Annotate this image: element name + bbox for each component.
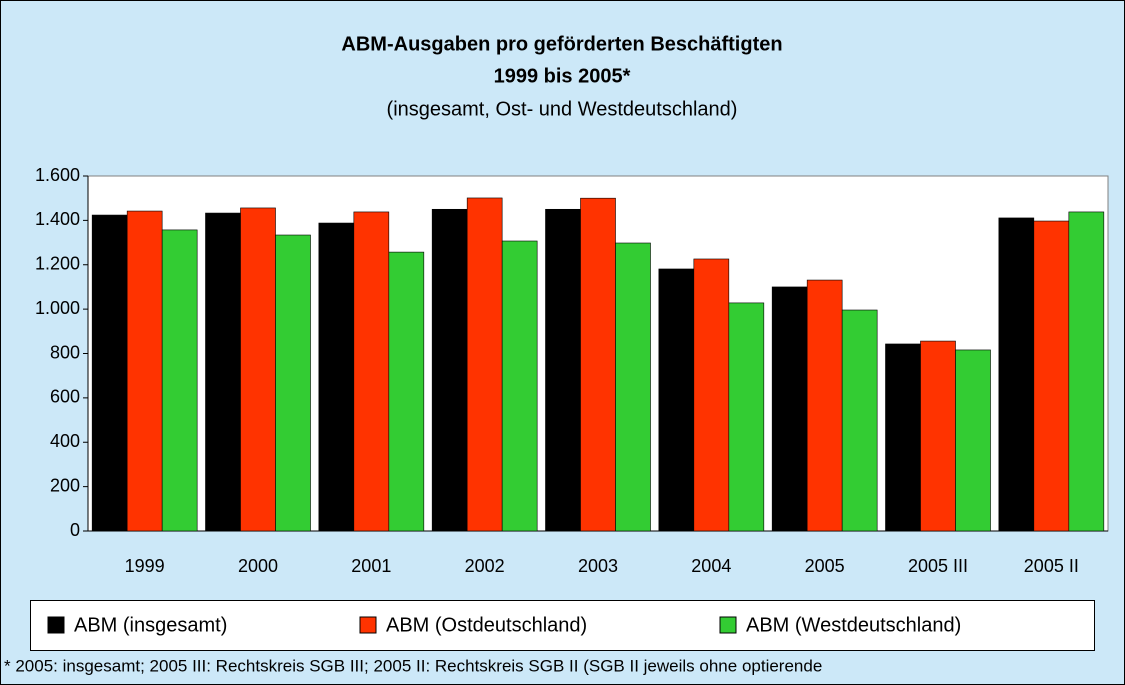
bar [841, 309, 878, 532]
legend-swatch [47, 616, 65, 634]
legend-label: ABM (Ostdeutschland) [386, 614, 587, 636]
x-tick-label: 2003 [578, 556, 618, 576]
bar [998, 217, 1035, 532]
bar [501, 240, 538, 532]
bar [353, 211, 390, 532]
bar [431, 208, 468, 532]
bar [658, 268, 695, 532]
bar [240, 207, 276, 532]
bar [806, 279, 843, 532]
y-tick-label: 1.600 [35, 165, 80, 185]
x-tick-label: 2002 [465, 556, 505, 576]
legend-label: ABM (Westdeutschland) [746, 614, 961, 636]
bar [1068, 211, 1105, 532]
y-tick-label: 1.000 [35, 298, 80, 318]
bar [275, 234, 311, 532]
bar [126, 210, 163, 532]
legend-swatch [719, 616, 737, 634]
y-tick-label: 200 [50, 475, 80, 495]
bar [920, 340, 956, 532]
y-tick-label: 0 [70, 520, 80, 540]
x-tick-label: 2001 [351, 556, 391, 576]
legend-label: ABM (insgesamt) [74, 614, 227, 636]
x-tick-label: 2005 [805, 556, 845, 576]
bar [728, 302, 765, 532]
x-tick-label: 1999 [125, 556, 165, 576]
x-tick-label: 2005 III [908, 556, 968, 576]
bar [466, 197, 503, 532]
bar [545, 208, 581, 532]
bar [205, 212, 241, 532]
footnote: * 2005: insgesamt; 2005 III: Rechtskreis… [4, 656, 822, 675]
y-tick-label: 1.400 [35, 209, 80, 229]
bar [771, 286, 808, 532]
chart-subtitle: (insgesamt, Ost- und Westdeutschland) [387, 98, 738, 120]
legend-box [30, 600, 1095, 651]
y-tick-label: 600 [50, 387, 80, 407]
bar [318, 222, 355, 532]
y-tick-label: 800 [50, 342, 80, 362]
y-tick-label: 400 [50, 431, 80, 451]
x-tick-label: 2000 [238, 556, 278, 576]
legend-swatch [359, 616, 377, 634]
bar [580, 197, 616, 532]
x-tick-label: 2005 II [1024, 556, 1079, 576]
bar [885, 343, 921, 532]
chart-title: ABM-Ausgaben pro geförderten Beschäftigt… [341, 33, 782, 55]
bar [1033, 220, 1070, 532]
x-tick-label: 2004 [691, 556, 731, 576]
chart-subtitle: 1999 bis 2005* [494, 65, 631, 87]
y-tick-label: 1.200 [35, 254, 80, 274]
bar [615, 242, 651, 532]
bar [955, 349, 991, 532]
bar [161, 229, 198, 532]
bar [91, 214, 128, 532]
bar [693, 258, 730, 532]
bar [388, 251, 425, 532]
